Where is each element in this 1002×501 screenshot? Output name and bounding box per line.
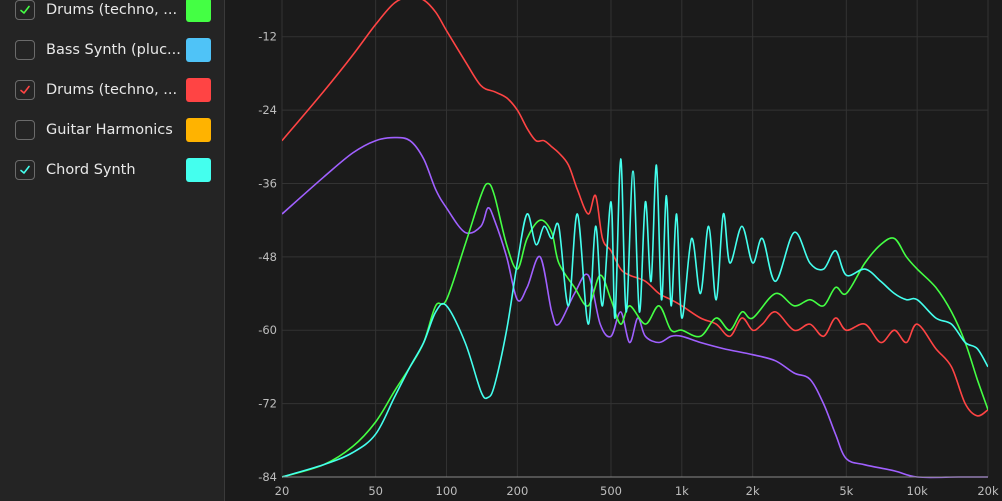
track-color-swatch[interactable]	[186, 118, 211, 142]
track-checkbox[interactable]	[15, 0, 35, 20]
series-line	[282, 182, 988, 478]
checkmark-icon	[20, 85, 30, 94]
track-label: Chord Synth	[46, 162, 136, 178]
track-label: Bass Synth (pluc...	[46, 42, 181, 58]
x-tick-label: 200	[506, 484, 528, 498]
series-layer	[282, 0, 988, 479]
x-tick-label: 500	[600, 484, 622, 498]
series-line	[282, 0, 988, 417]
track-item[interactable]: Drums (techno, ...	[0, 71, 224, 111]
spectrum-chart: 20 50 100 200 500 1k 2k 5k 10k 20k -12 -24 -36 -48 -60…	[226, 0, 1002, 501]
track-item[interactable]: Chord Synth	[0, 151, 224, 191]
track-checkbox[interactable]	[15, 40, 35, 60]
track-item[interactable]: Drums (techno, ...	[0, 0, 224, 31]
track-checkbox[interactable]	[15, 160, 35, 180]
x-tick-label: 5k	[839, 484, 853, 498]
spectrum-plot: 20 50 100 200 500 1k 2k 5k 10k 20k -12 -24 -36 -48 -60…	[258, 0, 999, 498]
y-tick-label: -72	[258, 397, 277, 411]
x-tick-label: 2k	[746, 484, 760, 498]
y-tick-label: -48	[258, 250, 277, 264]
y-tick-label: -36	[258, 176, 277, 190]
track-label: Drums (techno, ...	[46, 2, 178, 18]
track-color-swatch[interactable]	[186, 0, 211, 22]
y-tick-label: -60	[258, 323, 277, 337]
y-tick-label: -12	[258, 30, 277, 44]
y-tick-label: -84	[258, 470, 277, 484]
checkmark-icon	[20, 5, 30, 14]
track-list-panel: Drums (techno, ... Bass Synth (pluc... Dru…	[0, 0, 225, 501]
track-item[interactable]: Guitar Harmonics	[0, 111, 224, 151]
y-tick-label: -24	[258, 103, 277, 117]
track-label: Drums (techno, ...	[46, 82, 178, 98]
track-color-swatch[interactable]	[186, 78, 211, 102]
checkmark-icon	[20, 165, 30, 174]
series-line	[282, 158, 988, 478]
track-checkbox[interactable]	[15, 120, 35, 140]
track-checkbox[interactable]	[15, 80, 35, 100]
x-tick-label: 50	[368, 484, 383, 498]
track-item[interactable]: Bass Synth (pluc...	[0, 31, 224, 71]
series-line	[282, 136, 988, 479]
axis-labels: 20 50 100 200 500 1k 2k 5k 10k 20k -12 -24 -36 -48 -60…	[258, 30, 999, 498]
x-tick-label: 20	[275, 484, 290, 498]
grid	[281, 0, 989, 478]
track-color-swatch[interactable]	[186, 158, 211, 182]
x-tick-label: 100	[436, 484, 458, 498]
track-color-swatch[interactable]	[186, 38, 211, 62]
track-label: Guitar Harmonics	[46, 122, 173, 138]
x-tick-label: 1k	[675, 484, 689, 498]
x-tick-label: 10k	[907, 484, 929, 498]
x-tick-label: 20k	[977, 484, 999, 498]
